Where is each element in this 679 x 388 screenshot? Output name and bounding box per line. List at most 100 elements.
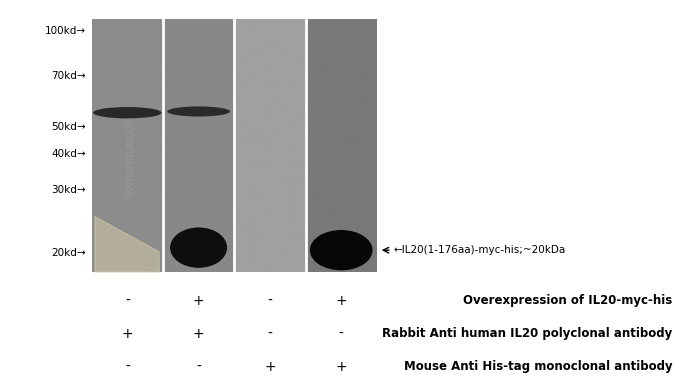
Point xyxy=(166,189,177,196)
Point xyxy=(104,161,115,167)
Point xyxy=(330,211,341,218)
Point xyxy=(92,61,103,68)
Point xyxy=(352,229,363,236)
Point xyxy=(312,139,323,145)
Point xyxy=(260,262,271,268)
Point xyxy=(155,117,166,123)
Point xyxy=(225,249,236,255)
Point xyxy=(106,104,117,111)
Point xyxy=(316,64,327,70)
Point xyxy=(257,241,268,248)
Point xyxy=(219,66,230,73)
Point xyxy=(178,95,189,101)
Point xyxy=(222,101,233,107)
Point xyxy=(215,229,226,235)
Point xyxy=(323,212,334,218)
Point xyxy=(113,226,124,232)
Point xyxy=(331,102,342,108)
Point xyxy=(337,31,348,37)
Point xyxy=(287,228,298,234)
Point xyxy=(246,174,257,180)
Point xyxy=(256,246,267,252)
Point xyxy=(245,76,256,82)
Point xyxy=(194,125,204,131)
Point xyxy=(293,195,304,201)
Point xyxy=(185,52,196,58)
Text: +: + xyxy=(193,294,204,308)
Point xyxy=(221,111,232,117)
Point xyxy=(293,26,304,32)
Point xyxy=(276,100,287,107)
Point xyxy=(363,140,374,146)
Point xyxy=(224,230,235,236)
Point xyxy=(314,29,325,36)
Point xyxy=(183,249,194,256)
Point xyxy=(218,71,229,77)
Point xyxy=(230,167,241,173)
Point xyxy=(285,190,296,196)
Point xyxy=(237,120,248,126)
Point xyxy=(204,253,215,259)
Point xyxy=(223,68,234,74)
Point xyxy=(175,177,185,184)
Point xyxy=(260,110,271,116)
Point xyxy=(182,182,193,188)
Point xyxy=(330,57,341,63)
Point xyxy=(145,86,155,92)
Point xyxy=(164,185,175,191)
Point xyxy=(93,81,104,88)
Point xyxy=(283,194,294,200)
Point xyxy=(183,193,194,199)
Point xyxy=(323,163,334,169)
Point xyxy=(354,87,365,94)
Point xyxy=(187,70,198,76)
Point xyxy=(179,253,190,259)
Point xyxy=(276,185,287,191)
Point xyxy=(246,73,257,79)
Point xyxy=(317,93,328,99)
Point xyxy=(165,132,176,138)
Point xyxy=(314,195,325,201)
Point xyxy=(152,224,163,230)
Point xyxy=(358,100,369,106)
Point xyxy=(289,258,299,264)
Point xyxy=(320,61,331,67)
Point xyxy=(291,117,302,123)
Point xyxy=(272,26,282,32)
Point xyxy=(361,149,372,156)
Point xyxy=(189,153,200,159)
Point xyxy=(318,49,329,55)
Point xyxy=(99,146,110,152)
Point xyxy=(191,226,202,232)
Point xyxy=(218,230,229,236)
Point xyxy=(338,222,349,229)
Point xyxy=(207,245,218,251)
Point xyxy=(141,253,151,259)
Point xyxy=(102,176,113,182)
Point xyxy=(340,239,350,245)
Point xyxy=(304,22,315,28)
Text: -: - xyxy=(268,327,272,341)
Point xyxy=(120,87,130,93)
Point xyxy=(234,97,244,103)
Point xyxy=(151,79,162,85)
Point xyxy=(248,131,259,137)
Point xyxy=(320,61,331,67)
Point xyxy=(151,132,162,139)
Point xyxy=(189,71,200,77)
Point xyxy=(238,81,249,87)
Point xyxy=(276,119,287,125)
Point xyxy=(195,73,206,80)
Point xyxy=(261,106,272,112)
Point xyxy=(246,255,257,261)
Point xyxy=(285,173,296,180)
Point xyxy=(204,68,215,74)
Point xyxy=(164,162,175,168)
Point xyxy=(360,215,371,222)
Point xyxy=(244,55,255,61)
Point xyxy=(133,79,144,85)
Point xyxy=(199,128,210,134)
Point xyxy=(185,185,196,192)
Point xyxy=(312,125,323,132)
Point xyxy=(117,21,128,28)
